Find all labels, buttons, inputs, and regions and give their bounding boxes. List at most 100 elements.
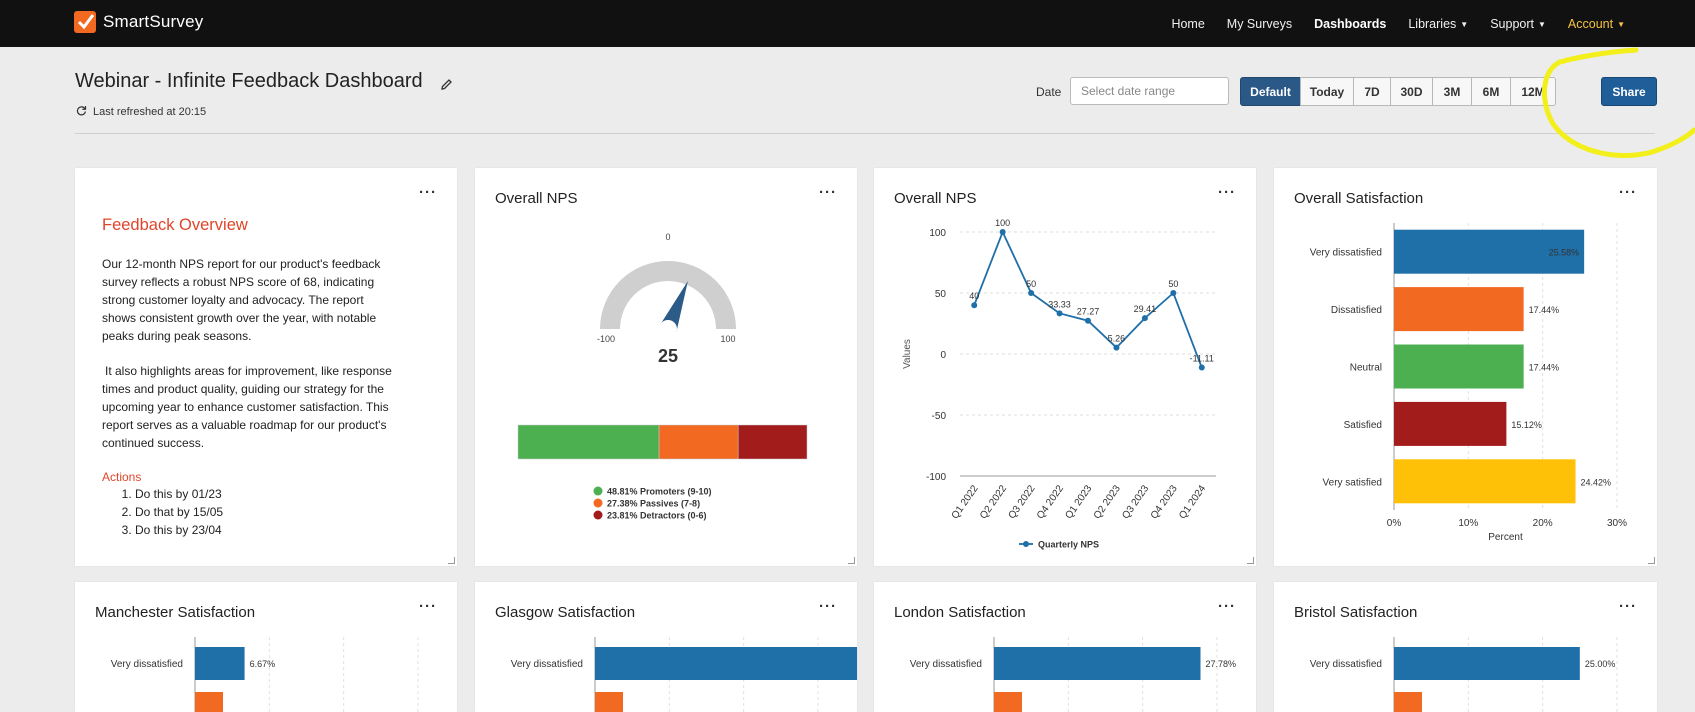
data-point[interactable] [1085,317,1091,324]
bar[interactable] [1394,229,1585,274]
card-title: Manchester Satisfaction [95,604,256,621]
data-point[interactable] [971,302,978,309]
overview-paragraph-1: Our 12-month NPS report for our product'… [102,257,381,343]
last-refreshed-text: Last refreshed at 20:15 [93,106,207,118]
range-today[interactable]: Today [1300,77,1354,106]
card-title: Overall NPS [495,190,578,207]
manchester-satisfaction-card: Manchester Satisfaction ··· Very dissati… [75,582,457,712]
nps-gauge-card: Overall NPS ··· 0 -100 100 25 48.81% Pro… [475,168,857,566]
gauge-min-label: -100 [597,334,615,344]
bar[interactable] [595,647,857,680]
data-label: 29.41 [1134,304,1157,314]
category-label: Very satisfied [1323,477,1382,488]
data-label: 5.26 [1108,334,1126,344]
range-default[interactable]: Default [1240,77,1301,106]
x-tick-label: Q2 2022 [978,483,1009,521]
gauge-max-label: 100 [720,334,735,344]
bar[interactable] [994,647,1201,680]
bar[interactable] [1394,459,1576,504]
data-point[interactable] [1198,364,1205,371]
nav-my-surveys[interactable]: My Surveys [1227,17,1292,31]
data-label: 17.44% [1529,363,1560,373]
satisfaction-bar-chart: Very dissatisfied40.00% [511,637,857,712]
feedback-overview-card: ··· Feedback Overview Our 12-month NPS r… [75,168,457,566]
nps-breakdown-bar [517,424,808,460]
data-point[interactable] [1113,344,1120,351]
last-refreshed: Last refreshed at 20:15 [76,105,206,119]
share-button[interactable]: Share [1601,77,1657,106]
card-title: London Satisfaction [894,604,1026,621]
data-label: 25.58% [1549,248,1580,258]
data-label: 40 [969,291,979,301]
bar[interactable] [1394,401,1507,446]
chevron-down-icon: ▼ [1460,19,1469,29]
header-divider [75,133,1655,134]
x-tick-label: Q1 2022 [950,483,981,521]
nav-account[interactable]: Account ▼ [1568,17,1625,31]
gauge-track [600,261,736,330]
edit-pencil-icon[interactable] [440,78,453,96]
x-tick-label: 30% [1607,518,1627,529]
data-label: 50 [1026,279,1036,289]
card-title: Glasgow Satisfaction [495,604,636,621]
bar[interactable] [195,647,245,680]
resize-handle[interactable] [1648,557,1655,564]
nav-support[interactable]: Support ▼ [1490,17,1546,31]
bar[interactable] [1394,287,1524,332]
legend-dot [1023,541,1029,547]
bar[interactable] [1394,692,1422,712]
nps-score: 25 [658,346,678,366]
breakdown-segment [658,424,739,460]
x-tick-label: 0% [1387,518,1402,529]
x-tick-label: Q3 2022 [1007,483,1038,521]
data-point[interactable] [1170,290,1177,296]
more-options-icon[interactable]: ··· [419,184,437,201]
bar[interactable] [595,692,623,712]
nav-libraries[interactable]: Libraries ▼ [1408,17,1468,31]
bristol-satisfaction-card: Bristol Satisfaction ··· Very dissatisfi… [1274,582,1657,712]
legend-label: 23.81% Detractors (0-6) [607,511,707,521]
range-7d[interactable]: 7D [1353,77,1391,106]
resize-handle[interactable] [848,557,855,564]
data-point[interactable] [1141,315,1148,322]
resize-handle[interactable] [1247,557,1254,564]
data-point[interactable] [1028,290,1035,296]
range-30d[interactable]: 30D [1390,77,1433,106]
category-label: Very dissatisfied [910,659,982,670]
data-point[interactable] [1056,310,1063,317]
y-tick-label: 0 [940,350,946,361]
y-tick-label: -50 [932,411,947,422]
more-options-icon[interactable]: ··· [1218,184,1236,201]
bar[interactable] [1394,344,1524,389]
range-3m[interactable]: 3M [1432,77,1472,106]
range-12m[interactable]: 12M [1510,77,1556,106]
refresh-icon[interactable] [76,105,87,119]
glasgow-satisfaction-card: Glasgow Satisfaction ··· Very dissatisfi… [475,582,857,712]
x-tick-label: Q4 2023 [1149,483,1180,521]
bar[interactable] [994,692,1022,712]
more-options-icon[interactable]: ··· [419,598,437,615]
more-options-icon[interactable]: ··· [819,598,837,615]
nav-home[interactable]: Home [1171,17,1204,31]
nav-label: Libraries [1408,16,1457,31]
data-point[interactable] [999,229,1006,235]
breakdown-segment [517,424,660,460]
more-options-icon[interactable]: ··· [1218,598,1236,615]
satisfaction-bar-chart: Very dissatisfied 25.00% [1310,637,1618,712]
data-label: 50 [1168,279,1178,289]
legend-dot [593,498,603,508]
bar[interactable] [195,692,223,712]
resize-handle[interactable] [448,557,455,564]
x-tick-label: 10% [1458,518,1478,529]
nav-dashboards[interactable]: Dashboards [1314,17,1386,31]
chevron-down-icon: ▼ [1617,19,1625,29]
more-options-icon[interactable]: ··· [1619,184,1637,201]
range-6m[interactable]: 6M [1471,77,1511,106]
series-line [973,229,1203,368]
bar[interactable] [1394,647,1580,680]
date-range-input[interactable] [1070,77,1229,105]
data-label: 33.33 [1048,299,1071,309]
brand-logo[interactable]: SmartSurvey [74,11,203,33]
more-options-icon[interactable]: ··· [819,184,837,201]
more-options-icon[interactable]: ··· [1619,598,1637,615]
